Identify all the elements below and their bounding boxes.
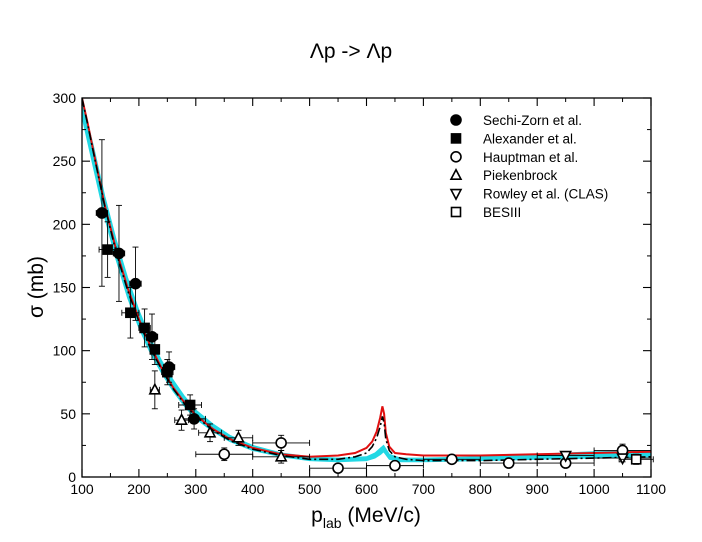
curves-layer (82, 98, 651, 462)
data-point (125, 307, 136, 319)
data-point (218, 448, 231, 461)
series-0 (95, 139, 206, 430)
x-tick-label: 1000 (579, 481, 610, 497)
x-tick-label: 600 (355, 481, 379, 497)
data-point (148, 382, 162, 395)
legend-marker (450, 133, 462, 144)
data-point (332, 462, 344, 474)
y-tick-label: 250 (53, 153, 77, 169)
x-axis-label: plab (MeV/c) (311, 504, 421, 531)
data-point (129, 277, 142, 290)
data-point (184, 399, 196, 411)
x-tick-label: 900 (526, 481, 550, 497)
y-tick-label: 200 (53, 216, 77, 232)
data-point (188, 413, 200, 425)
data-point (162, 366, 173, 378)
series-3 (148, 370, 311, 464)
series-1 (98, 221, 202, 416)
legend-label: Piekenbrock (483, 168, 558, 183)
data-point (446, 453, 458, 466)
data-point (146, 330, 158, 343)
legend-label: Rowley et al. (CLAS) (483, 187, 608, 202)
y-tick-label: 150 (53, 280, 77, 296)
black-dashdot-curve (82, 98, 651, 462)
x-tick-label: 100 (70, 481, 94, 497)
x-tick-label: 300 (184, 481, 208, 497)
series-2 (195, 434, 652, 474)
legend-marker (449, 188, 463, 201)
legend-label: BESIII (483, 205, 521, 220)
y-tick-label: 300 (53, 90, 77, 106)
data-point (630, 454, 642, 465)
y-tick-label: 100 (53, 343, 77, 359)
data-point (175, 412, 188, 425)
legend-marker (450, 151, 462, 163)
y-tick-label: 50 (60, 406, 76, 422)
data-point (102, 244, 113, 255)
data-point (274, 449, 288, 462)
data-point (559, 450, 572, 463)
data-point (96, 207, 108, 219)
data-point (616, 453, 629, 466)
axes-layer: 100 200 300 400 500 600 700 800 900 1000 1100 0 50 10… (25, 90, 666, 531)
data-point (203, 425, 217, 438)
data-point (502, 457, 515, 469)
data-point (149, 344, 161, 355)
data-point (275, 437, 287, 449)
x-tick-label: 700 (412, 481, 436, 497)
x-tick-label: 1100 (636, 481, 666, 497)
x-tick-label: 400 (241, 481, 265, 497)
data-points-layer (95, 139, 654, 474)
chart-title: Λp -> Λp (309, 40, 393, 63)
series-5 (618, 453, 654, 465)
data-point (139, 322, 150, 334)
legend-marker (449, 167, 463, 180)
data-point (232, 430, 245, 443)
legend: Sechi-Zorn et al. Alexander et al. Hauptma… (449, 113, 608, 220)
data-point (389, 459, 401, 472)
red-solid-curve (82, 98, 651, 458)
legend-label: Alexander et al. (483, 131, 577, 146)
x-tick-label: 200 (127, 481, 151, 497)
legend-marker (450, 114, 462, 126)
legend-label: Hauptman et al. (483, 150, 578, 165)
legend-marker (450, 206, 462, 218)
x-tick-label: 500 (298, 481, 322, 497)
legend-label: Sechi-Zorn et al. (483, 113, 582, 128)
x-tick-label: 800 (469, 481, 493, 497)
y-axis-label: σ (mb) (25, 256, 48, 318)
y-tick-label: 0 (68, 469, 76, 485)
series-4 (536, 450, 652, 466)
